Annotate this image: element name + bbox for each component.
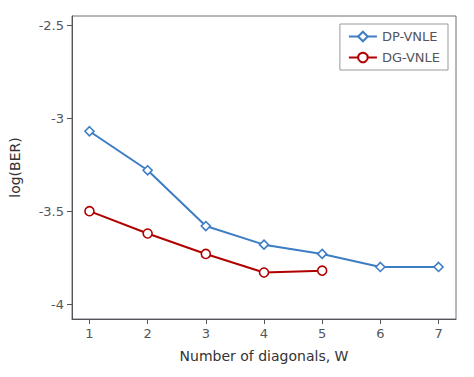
svg-text:2: 2 — [143, 326, 151, 341]
svg-text:-3.5: -3.5 — [39, 204, 64, 219]
svg-text:1: 1 — [85, 326, 93, 341]
svg-text:DP-VNLE: DP-VNLE — [382, 29, 438, 44]
svg-text:6: 6 — [376, 326, 384, 341]
svg-text:Number of diagonals, W: Number of diagonals, W — [180, 348, 349, 364]
svg-text:log(BER): log(BER) — [7, 137, 23, 197]
svg-text:-2.5: -2.5 — [39, 18, 64, 33]
svg-text:4: 4 — [260, 326, 268, 341]
svg-text:DG-VNLE: DG-VNLE — [382, 50, 440, 65]
svg-text:-3: -3 — [51, 111, 64, 126]
svg-text:7: 7 — [434, 326, 442, 341]
svg-text:-4: -4 — [51, 297, 64, 312]
svg-text:5: 5 — [318, 326, 326, 341]
svg-text:3: 3 — [202, 326, 210, 341]
